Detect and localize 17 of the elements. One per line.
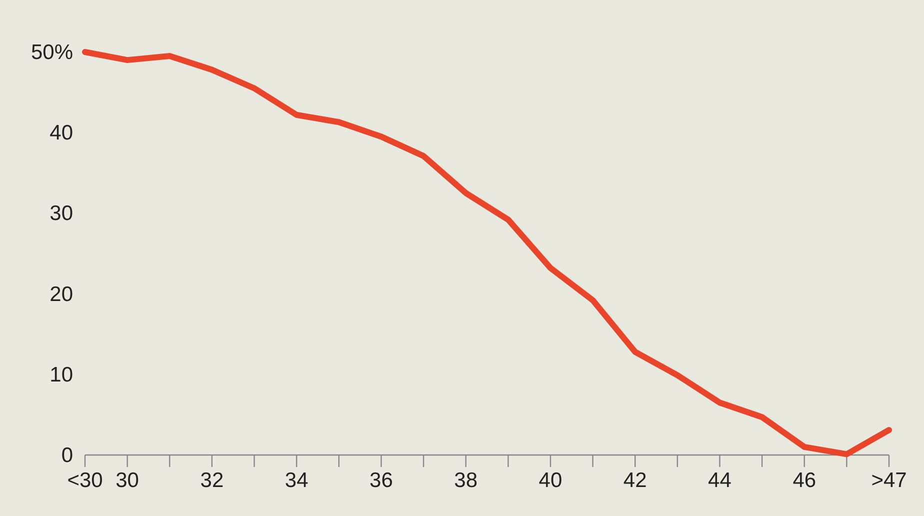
x-tick-label: 38 xyxy=(454,469,478,492)
x-tick-label: 46 xyxy=(792,469,816,492)
x-tick-label: 32 xyxy=(200,469,224,492)
x-tick-label: 30 xyxy=(116,469,139,492)
y-tick-label: 40 xyxy=(50,122,73,145)
y-tick-label: 20 xyxy=(50,282,73,306)
x-tick-label: 40 xyxy=(538,469,562,492)
x-tick-label: >47 xyxy=(871,469,907,492)
y-tick-label: 10 xyxy=(50,363,73,386)
y-tick-label: 50% xyxy=(30,41,73,64)
x-tick-label: 34 xyxy=(284,469,309,492)
x-tick-label: 44 xyxy=(708,469,732,492)
x-tick-label: <30 xyxy=(67,469,103,492)
x-tick-label: 36 xyxy=(370,469,393,492)
x-tick-label: 42 xyxy=(623,469,647,492)
y-tick-label: 0 xyxy=(61,444,73,467)
y-tick-label: 30 xyxy=(50,202,73,226)
